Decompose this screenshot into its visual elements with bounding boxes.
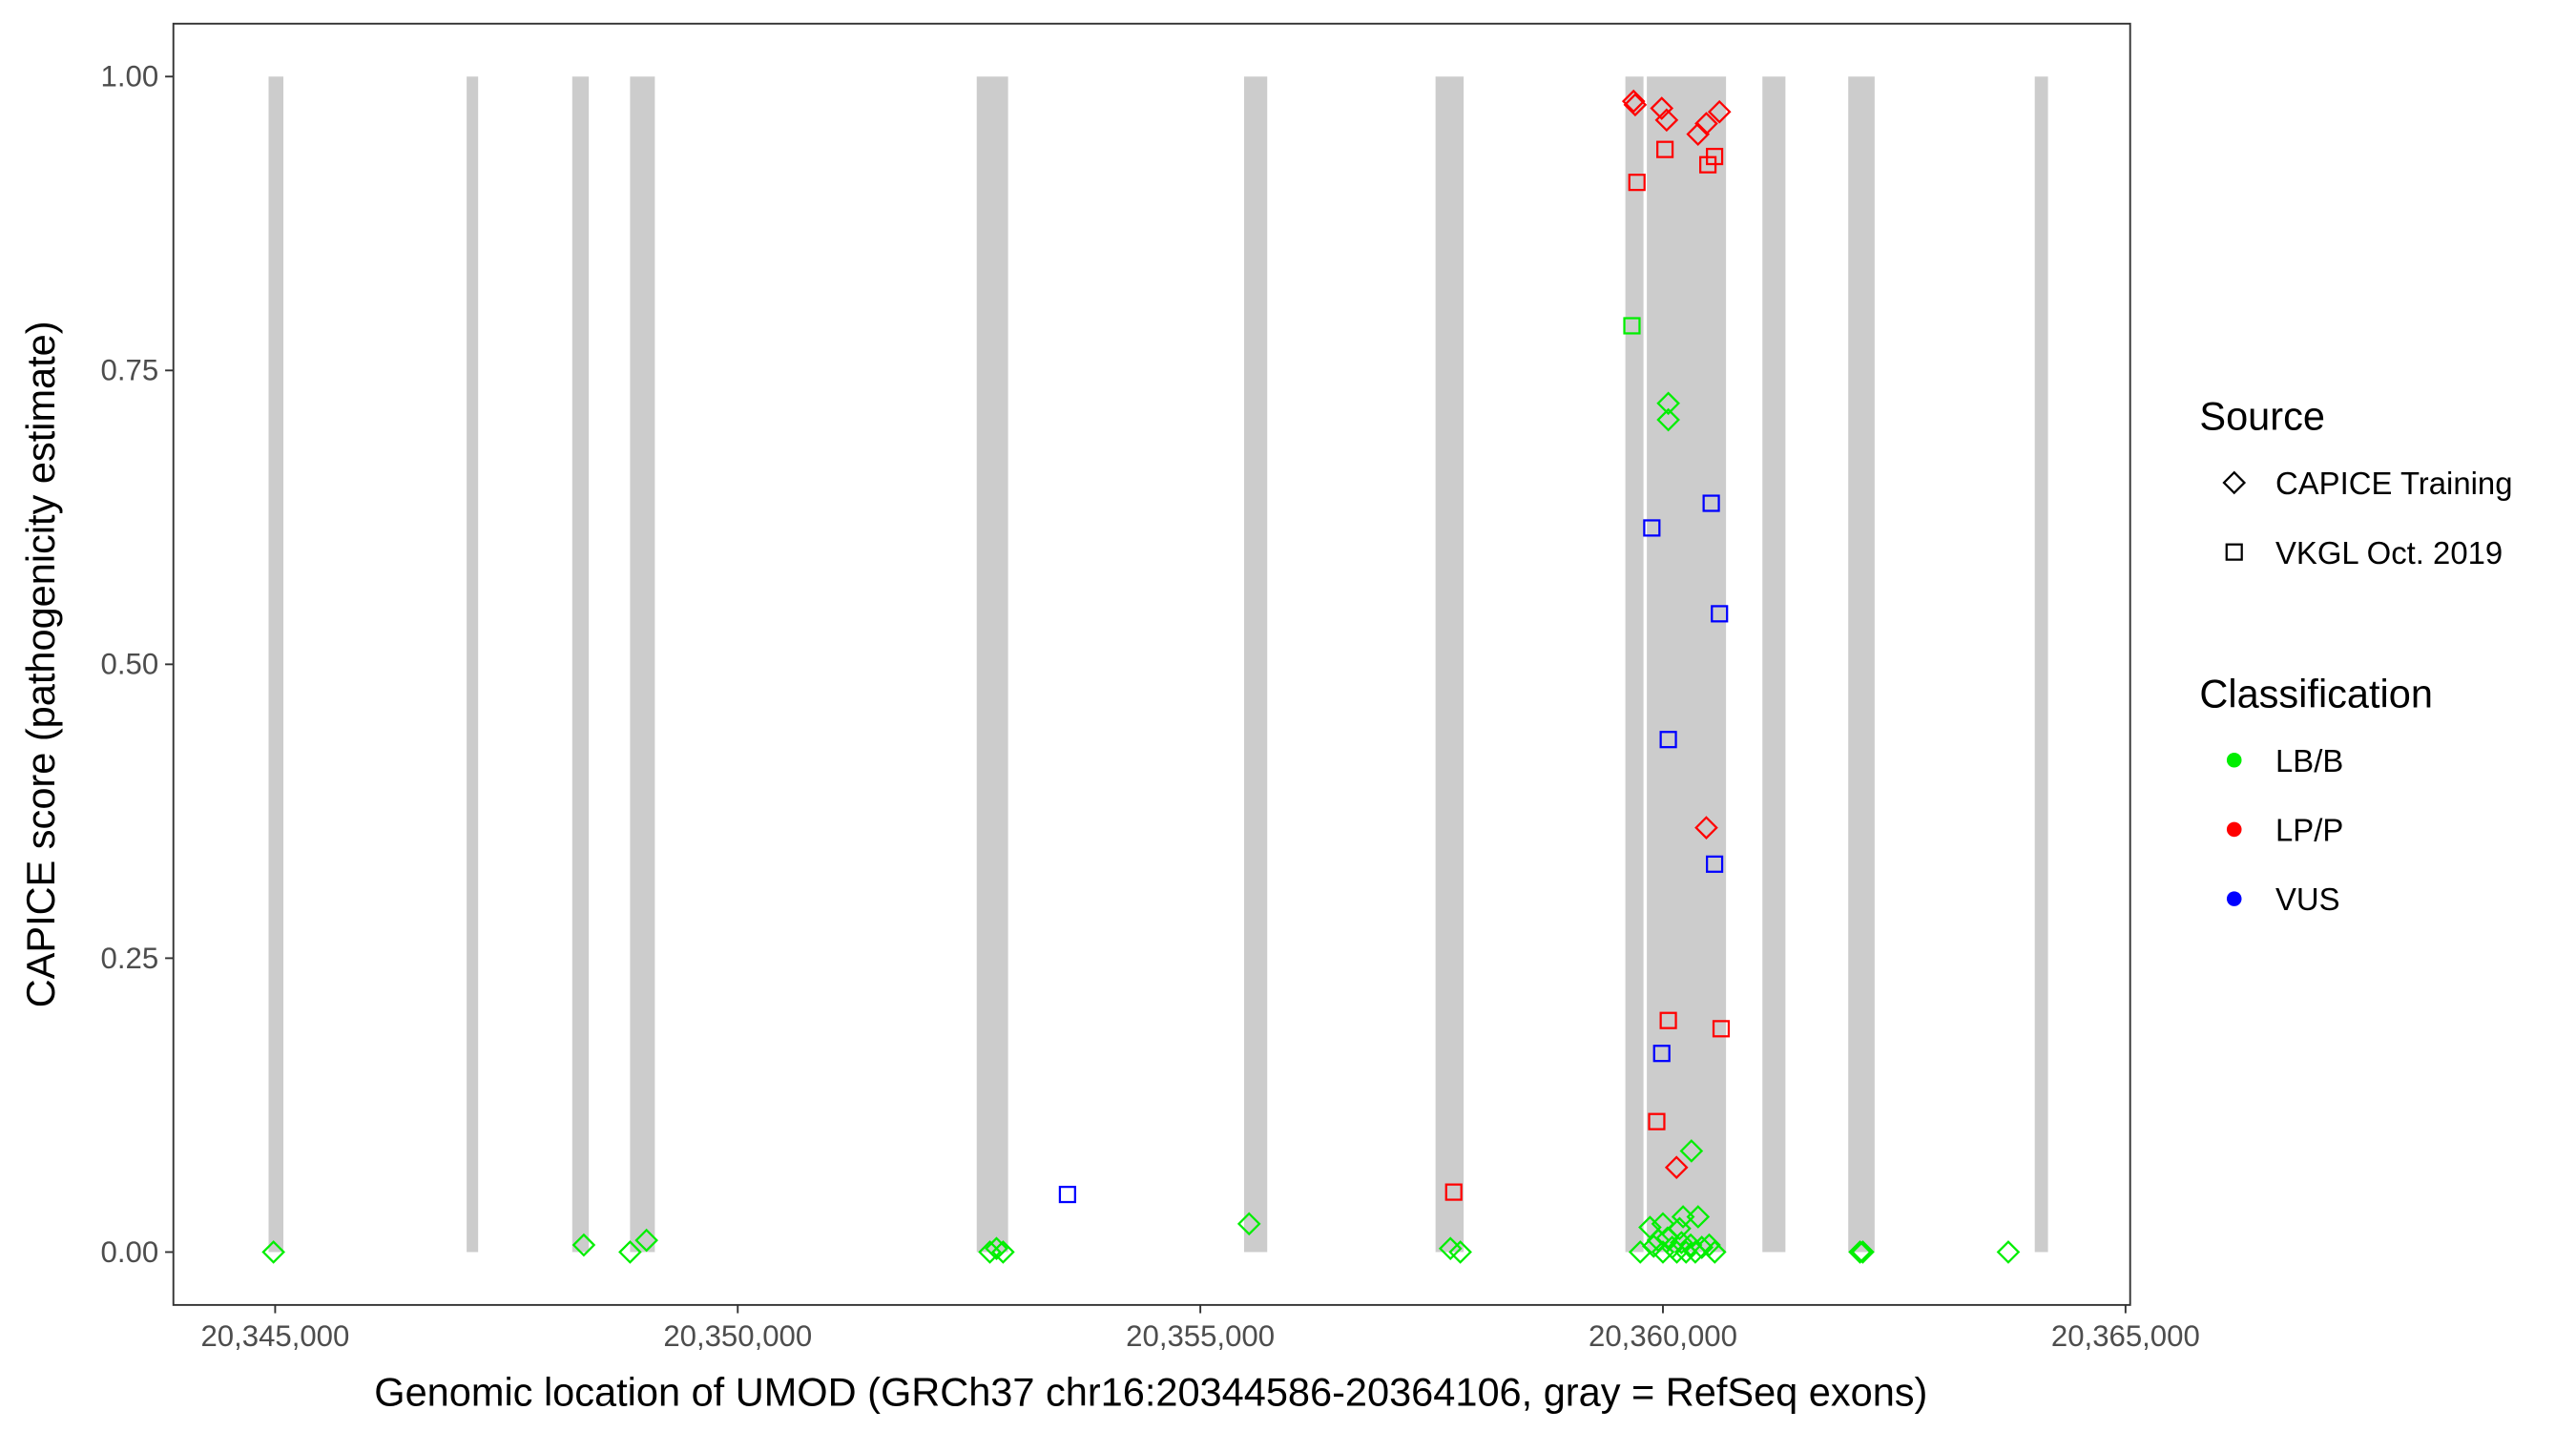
data-point [1628, 174, 1646, 192]
data-point [1652, 1045, 1671, 1063]
data-point [1659, 731, 1677, 749]
data-point [1448, 1240, 1472, 1264]
data-point [1664, 1155, 1689, 1180]
y-tick-label: 0.00 [101, 1235, 159, 1269]
y-tick-label: 1.00 [101, 60, 159, 93]
data-point [1656, 391, 1680, 416]
exon-band [976, 76, 1008, 1253]
data-point [1444, 1183, 1463, 1201]
data-point [991, 1240, 1015, 1264]
data-point [985, 1236, 1008, 1261]
data-point [1686, 1205, 1711, 1229]
data-point [1699, 156, 1717, 174]
y-tick-label: 0.75 [101, 354, 159, 387]
legend-diamond-icon [2222, 470, 2247, 495]
x-tick-label: 20,365,000 [2051, 1319, 2200, 1353]
data-point [618, 1240, 642, 1264]
legend-dot-icon [2226, 821, 2242, 838]
data-point [1656, 407, 1680, 432]
exon-band [630, 76, 655, 1253]
legend-square-icon [2225, 543, 2243, 561]
data-point [1690, 1235, 1714, 1259]
data-point [1058, 1185, 1076, 1204]
data-point [1656, 140, 1674, 158]
data-point [1643, 519, 1661, 537]
data-point [1702, 1240, 1727, 1264]
data-point [1654, 108, 1679, 133]
data-point [1623, 93, 1648, 117]
data-point [261, 1240, 285, 1264]
legend-classification-title: Classification [2199, 671, 2433, 716]
data-point [1668, 1216, 1692, 1241]
data-point [1702, 494, 1720, 512]
data-point [1712, 1020, 1731, 1038]
x-axis: 20,345,000 20,350,000 20,355,000 20,360,000… [200, 1304, 2200, 1353]
legend-class-label: LB/B [2275, 743, 2343, 778]
data-point [1706, 855, 1724, 873]
exon-band [1243, 76, 1268, 1253]
legend-class-label: LP/P [2275, 813, 2343, 848]
y-axis-label: CAPICE score (pathogenicity estimate) [18, 321, 63, 1007]
data-point [1694, 816, 1718, 840]
y-tick-label: 0.50 [101, 648, 159, 681]
exon-band [1625, 76, 1644, 1253]
data-point [1707, 99, 1732, 124]
data-point [1996, 1240, 2021, 1264]
data-point [1670, 1231, 1693, 1255]
exon-band [1762, 76, 1786, 1253]
x-axis-label: Genomic location of UMOD (GRCh37 chr16:2… [374, 1369, 1927, 1414]
legend: Source CAPICE Training VKGL Oct. 2019 Cla… [2199, 394, 2512, 918]
data-point [1236, 1212, 1261, 1236]
x-tick-label: 20,350,000 [663, 1319, 812, 1353]
data-point [1679, 1139, 1704, 1163]
data-point [1851, 1240, 1875, 1264]
data-point [1694, 112, 1718, 135]
legend-dot-icon [2226, 752, 2242, 768]
data-point [1648, 1112, 1666, 1130]
x-tick-label: 20,345,000 [200, 1319, 349, 1353]
data-point [1659, 1011, 1677, 1029]
data-point [634, 1228, 658, 1253]
exon-band [1647, 76, 1727, 1253]
data-point [1655, 1226, 1680, 1250]
exon-band [571, 76, 590, 1253]
exon-band [1435, 76, 1465, 1253]
data-point [1650, 96, 1674, 120]
data-point [571, 1233, 596, 1257]
legend-source-label: VKGL Oct. 2019 [2275, 535, 2503, 570]
legend-dot-icon [2226, 891, 2242, 906]
data-points [261, 89, 2021, 1264]
exon-band [268, 76, 284, 1253]
y-tick-label: 0.25 [101, 942, 159, 975]
data-point [1646, 1228, 1671, 1253]
exon-band [1848, 76, 1875, 1253]
x-tick-label: 20,360,000 [1589, 1319, 1737, 1353]
exon-band [467, 76, 479, 1253]
x-tick-label: 20,355,000 [1126, 1319, 1275, 1353]
legend-class-label: VUS [2275, 881, 2340, 917]
data-point [1686, 122, 1711, 146]
y-axis: 0.00 0.25 0.50 0.75 1.00 [101, 60, 174, 1269]
exon-band [2034, 76, 2048, 1253]
data-point [1848, 1240, 1872, 1264]
data-point [1621, 89, 1646, 114]
data-point [1711, 605, 1729, 623]
data-point [1623, 317, 1641, 335]
exon-bands [268, 76, 2048, 1253]
legend-source-label: CAPICE Training [2275, 466, 2513, 501]
legend-source-title: Source [2199, 394, 2325, 439]
